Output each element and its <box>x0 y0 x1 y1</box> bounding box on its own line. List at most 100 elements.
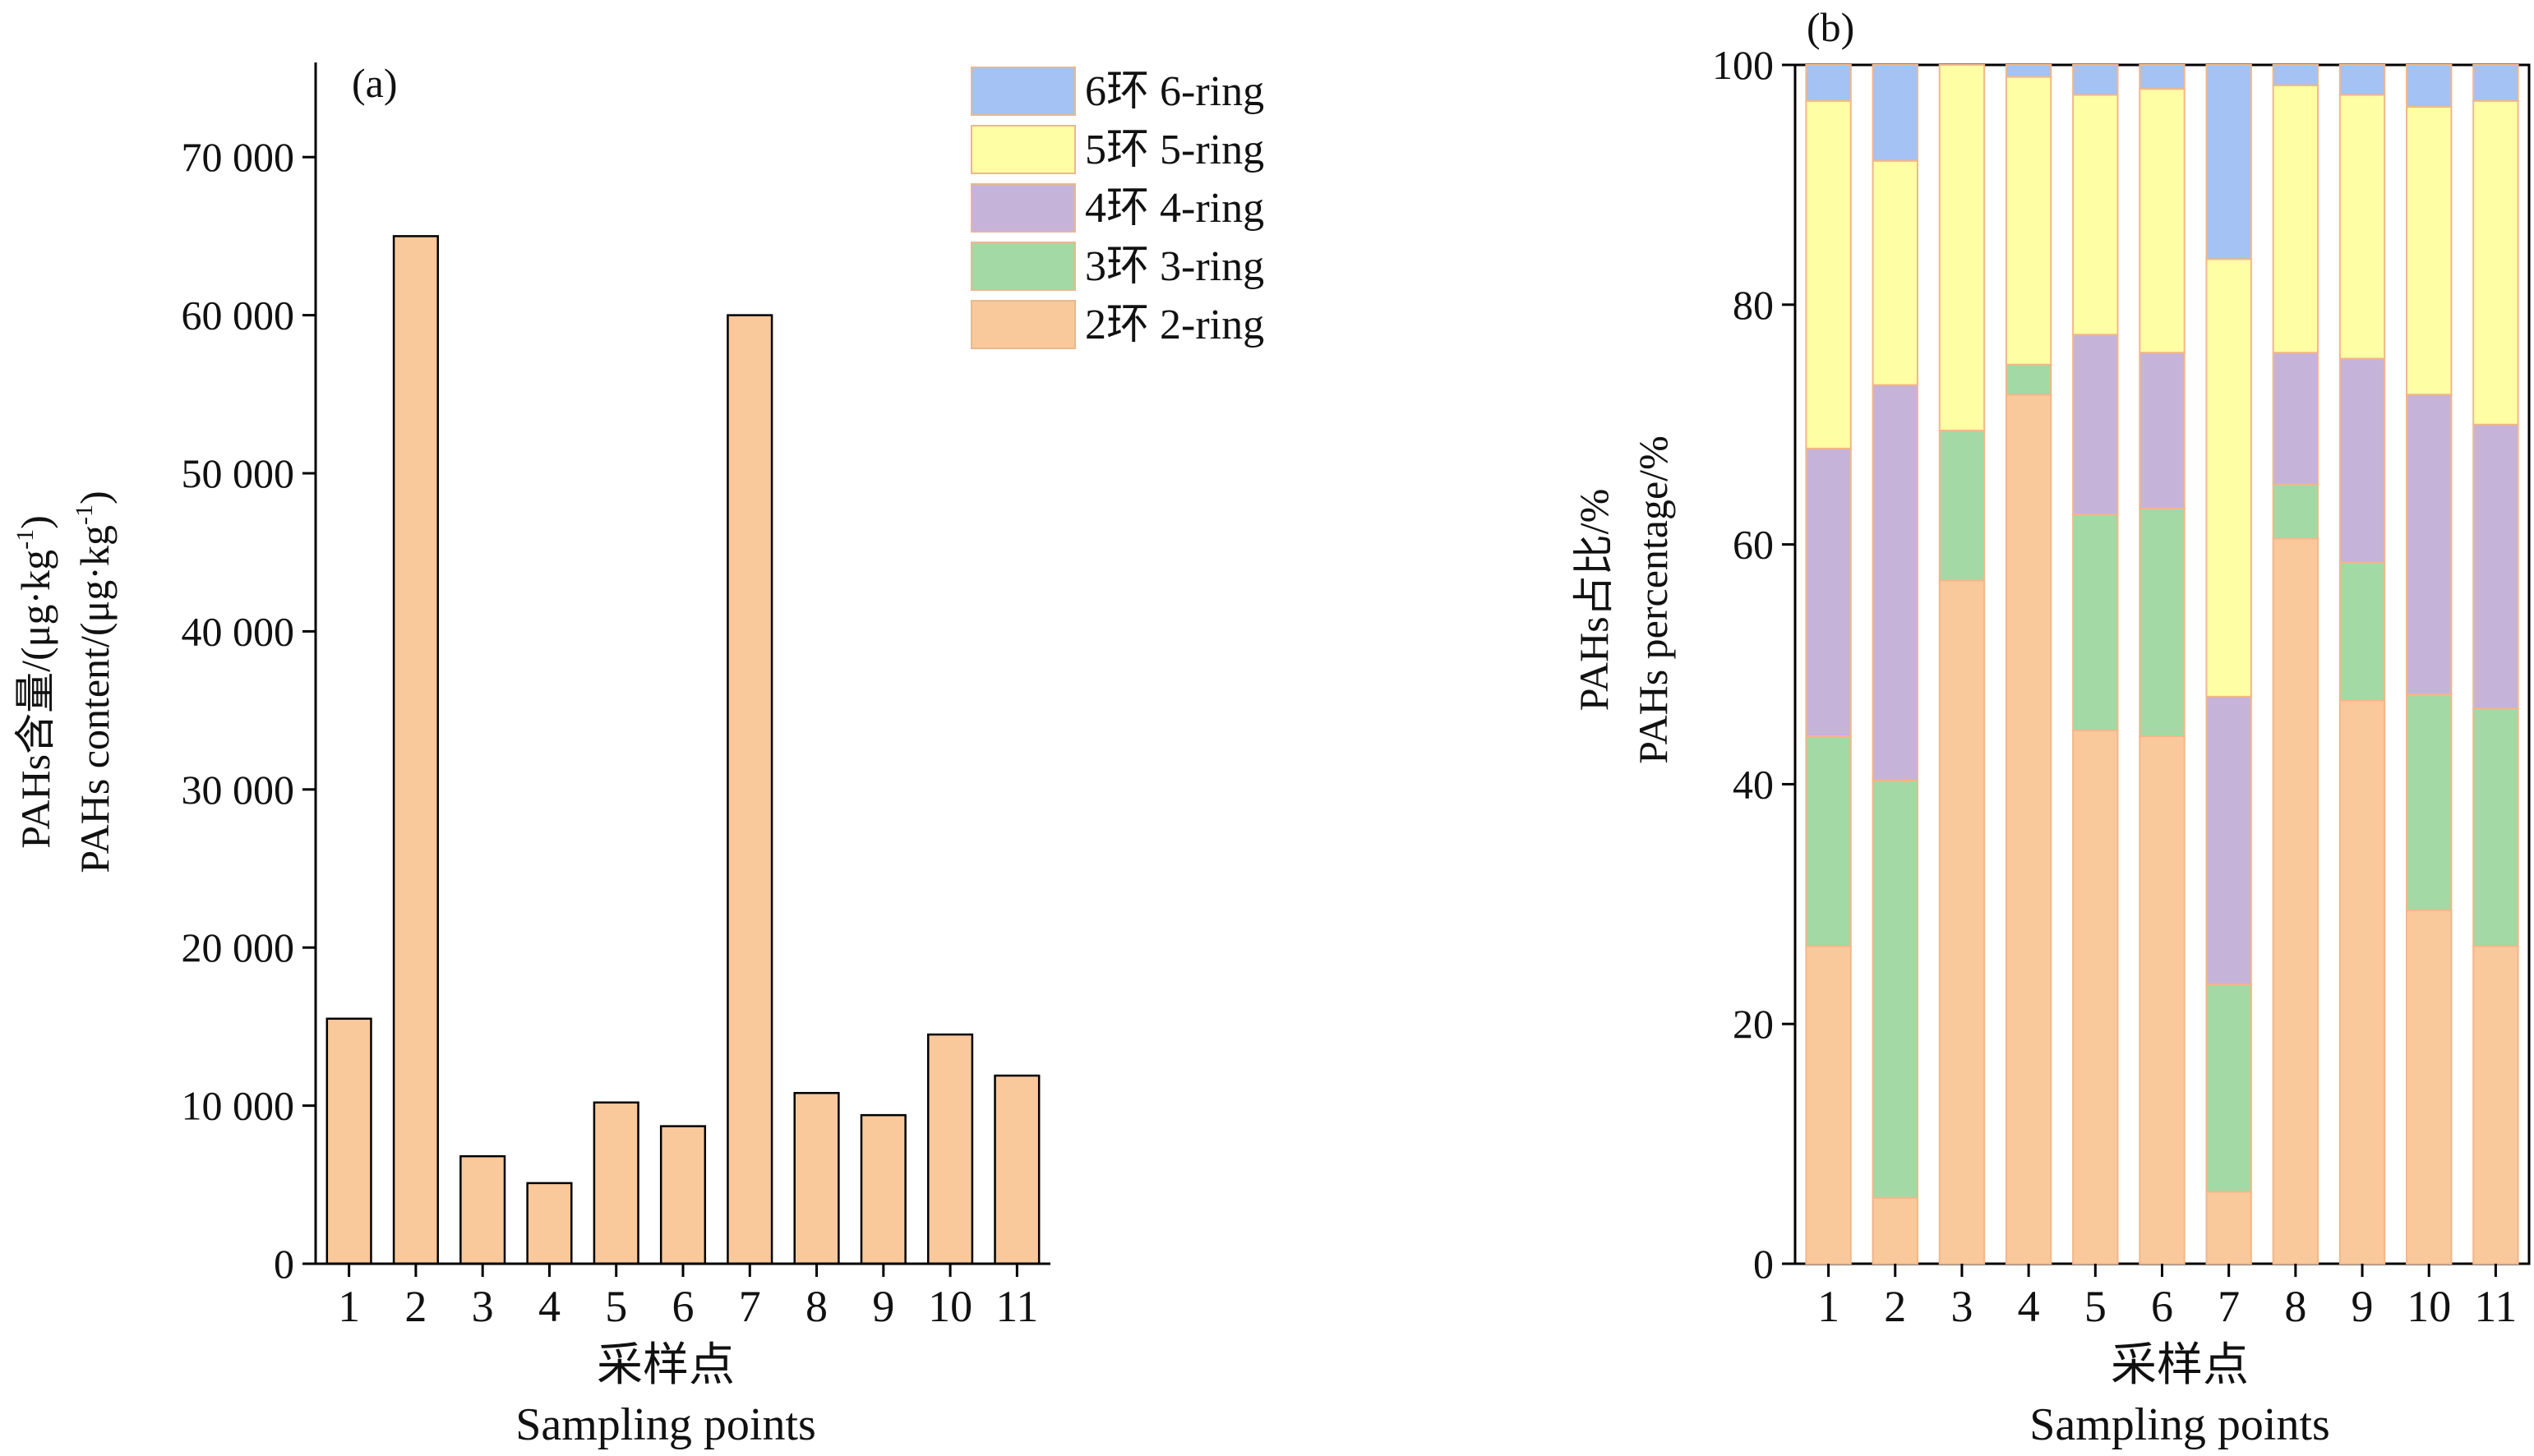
panel-b-x-tick-label: 2 <box>1884 1282 1906 1331</box>
panel-b-bar-segment <box>2338 561 2386 702</box>
panel-b-bar-segment <box>1872 159 1918 386</box>
panel-b-ylabel-en: PAHs percentage/% <box>1630 435 1676 763</box>
panel-b-bar-segment <box>1938 64 1986 431</box>
legend-label: 4环 4-ring <box>1085 185 1264 232</box>
panel-b-bar-segment <box>2472 707 2519 947</box>
panel-a-x-tick-label: 1 <box>338 1282 360 1331</box>
panel-a-x-tick-label: 10 <box>928 1282 972 1331</box>
svg-text:PAHs content/(μg·kg-1): PAHs content/(μg·kg-1) <box>71 491 118 873</box>
panel-b-bar-segment <box>1805 99 1852 449</box>
panel-b-bar-segment <box>1938 429 1986 582</box>
panel-b-x-tick-label: 8 <box>2284 1282 2306 1331</box>
panel-b-bar-segment <box>2272 483 2319 540</box>
panel-b-ylabel-cn: PAHs占比/% <box>1571 489 1617 711</box>
panel-b-bar-segment <box>2406 693 2453 911</box>
panel-a-chart: (a) 0 10 000 20 000 30 000 40 000 50 000 60 00… <box>12 60 1264 1450</box>
panel-a-x-tick-label: 7 <box>739 1282 761 1331</box>
panel-a-xlabel-cn: 采样点 <box>597 1340 735 1391</box>
panel-b-y-tick-label: 0 <box>1753 1241 1774 1287</box>
panel-b-bar-segment <box>1938 579 1986 1265</box>
panel-b-xlabel-cn: 采样点 <box>2111 1340 2249 1391</box>
panel-b-bar-segment <box>2072 514 2119 731</box>
panel-a-xlabel-en: Sampling points <box>515 1399 816 1450</box>
panel-a-ylabel-cn: PAHs含量/(μg·kg <box>12 550 58 849</box>
panel-b-bar-segment <box>1805 735 1852 947</box>
panel-a-ylabel-close-2: ) <box>72 491 118 505</box>
panel-a-bar <box>727 314 773 1265</box>
panel-a-x-tick-label: 4 <box>538 1282 561 1331</box>
panel-b-bar-segment <box>1805 945 1852 1265</box>
panel-b-label: (b) <box>1807 4 1854 50</box>
panel-b-bar-segment <box>2272 84 2319 354</box>
panel-b-bar-segment <box>1872 780 1918 1199</box>
panel-b-bar-segment <box>2139 352 2186 509</box>
panel-b-bar-segment <box>2205 1191 2252 1265</box>
legend-label: 6环 6-ring <box>1085 68 1264 115</box>
panel-b-y-tick-label: 80 <box>1733 282 1774 328</box>
panel-b-bar-segment <box>1805 447 1852 738</box>
panel-a-bar <box>860 1113 907 1265</box>
panel-b-bar-segment <box>2406 106 2453 396</box>
panel-b-bar-segment <box>2338 357 2386 564</box>
panel-b-bar-segment <box>1872 64 1918 162</box>
panel-a-x-ticks: 1 2 3 4 5 6 7 8 9 10 11 <box>338 1264 1038 1331</box>
panel-b-bar-segment <box>2338 64 2386 96</box>
legend-label: 5环 5-ring <box>1085 127 1264 173</box>
panel-b-bar-segment <box>2072 94 2119 336</box>
panel-b-y-ticks: 0 20 40 60 80 100 <box>1712 42 1795 1287</box>
legend-label: 3环 3-ring <box>1085 243 1264 290</box>
panel-a-y-tick-label: 40 000 <box>182 608 295 654</box>
panel-b-bar-segment <box>2472 423 2519 710</box>
panel-a-ylabel-en: PAHs content/(μg·kg <box>72 525 118 873</box>
panel-a-x-tick-label: 8 <box>805 1282 828 1331</box>
panel-b-x-tick-label: 4 <box>2018 1282 2040 1331</box>
panel-b-bar-segment <box>1872 384 1918 782</box>
panel-a-y-ticks: 0 10 000 20 000 30 000 40 000 50 000 60 000 70 … <box>182 134 316 1287</box>
panel-a-y-tick-label: 70 000 <box>182 134 295 180</box>
panel-a-ylabel-close-1: ) <box>12 515 58 529</box>
panel-a-bar <box>793 1091 840 1265</box>
panel-a-x-tick-label: 2 <box>404 1282 427 1331</box>
panel-a-label: (a) <box>352 60 398 106</box>
panel-b-bar-segment <box>2072 334 2119 516</box>
panel-b-bar-segment <box>2005 394 2052 1265</box>
panel-a-x-tick-label: 9 <box>872 1282 894 1331</box>
panel-b-x-tick-label: 9 <box>2352 1282 2374 1331</box>
legend-label: 2环 2-ring <box>1085 302 1264 348</box>
panel-b-x-ticks: 1 2 3 4 5 6 7 8 9 10 11 <box>1817 1264 2517 1331</box>
panel-b-y-tick-label: 40 <box>1733 761 1774 807</box>
panel-a-y-tick-label: 0 <box>274 1241 294 1287</box>
panel-b-bar-segment <box>2205 64 2252 260</box>
panel-b-x-tick-label: 1 <box>1817 1282 1839 1331</box>
panel-a-y-tick-label: 10 000 <box>182 1083 295 1129</box>
panel-b-chart: (b) 0 20 40 60 80 100 1 2 3 4 5 6 7 8 9 10 11 PAHs占比/% … <box>1571 4 2531 1450</box>
legend-swatch <box>971 67 1076 116</box>
panel-b-bar-segment <box>2005 64 2052 78</box>
panel-b-bar-segment <box>2272 64 2319 86</box>
panel-b-bar-segment <box>2205 695 2252 986</box>
legend-swatch <box>971 242 1076 291</box>
panel-b-bars <box>1805 64 2519 1265</box>
panel-b-bar-segment <box>1805 64 1852 102</box>
legend-swatch <box>971 125 1076 174</box>
legend: 6环 6-ring 5环 5-ring 4环 4-ring 3环 3-ring 2环 2… <box>971 67 1264 349</box>
panel-b-bar-segment <box>2205 258 2252 698</box>
panel-b-bar-segment <box>2205 984 2252 1193</box>
panel-a-x-tick-label: 3 <box>472 1282 494 1331</box>
panel-a-bar <box>593 1101 639 1265</box>
panel-b-xlabel-en: Sampling points <box>2029 1399 2330 1450</box>
panel-b-bar-segment <box>2272 352 2319 486</box>
panel-b-bar-segment <box>2139 507 2186 738</box>
panel-a-y-tick-label: 30 000 <box>182 767 295 813</box>
panel-b-bar-segment <box>2472 945 2519 1265</box>
panel-b-bar-segment <box>2338 94 2386 360</box>
panel-b-x-tick-label: 5 <box>2084 1282 2107 1331</box>
legend-swatch <box>971 300 1076 349</box>
svg-text:PAHs含量/(μg·kg-1): PAHs含量/(μg·kg-1) <box>12 515 58 849</box>
panel-a-x-tick-label: 6 <box>672 1282 695 1331</box>
panel-b-y-tick-label: 60 <box>1733 522 1774 568</box>
panel-a-bar <box>659 1125 707 1265</box>
panel-a-y-title: PAHs含量/(μg·kg-1) PAHs content/(μg·kg-1) <box>12 491 118 873</box>
panel-b-bar-segment <box>2272 537 2319 1265</box>
